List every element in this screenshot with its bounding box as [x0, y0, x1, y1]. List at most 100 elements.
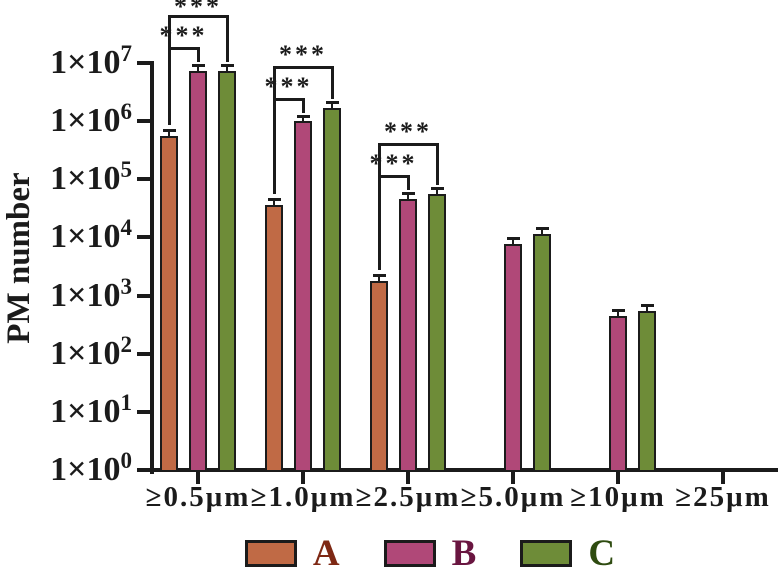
error-cap-C-0: [221, 64, 234, 68]
error-stem-B-4: [617, 309, 619, 316]
y-tick-mantissa: 1×10: [50, 334, 121, 372]
y-tick-mantissa: 1×10: [50, 44, 121, 81]
x-tick-4: [616, 470, 620, 484]
y-tick-label-1e2: 1×102: [12, 332, 132, 376]
error-stem-C-2: [436, 187, 438, 194]
y-tick-exponent: 5: [120, 157, 133, 183]
legend-label-C: C: [588, 533, 616, 574]
error-cap-B-0: [192, 63, 205, 67]
error-cap-C-4: [641, 303, 654, 307]
bar-B-0: [189, 70, 207, 472]
error-stem-C-3: [541, 228, 543, 234]
bar-C-3: [533, 233, 551, 472]
significance-stars-0-inner: ***: [159, 20, 208, 50]
legend-label-A: A: [312, 533, 340, 574]
error-stem-C-4: [646, 304, 648, 311]
error-cap-B-2: [402, 192, 415, 196]
y-tick-exponent: 7: [120, 41, 133, 66]
error-stem-B-3: [512, 237, 514, 244]
x-tick-5: [721, 470, 725, 484]
y-tick-label-1e5: 1×105: [12, 157, 132, 201]
error-stem-A-0: [168, 130, 170, 137]
error-cap-A-2: [373, 273, 386, 277]
bar-B-3: [504, 243, 522, 472]
legend-entry-B: B: [383, 533, 477, 574]
bar-C-1: [323, 107, 341, 472]
error-stem-B-1: [302, 115, 304, 122]
y-tick-1e1: [137, 409, 150, 414]
x-tick-0: [196, 470, 200, 484]
x-tick-label-3: ≥5.0μm: [460, 481, 566, 513]
sig-bracket-left-1: [273, 65, 276, 194]
y-tick-exponent: 1: [120, 389, 133, 415]
bar-B-4: [609, 315, 627, 472]
y-tick-exponent: 3: [120, 273, 133, 299]
significance-stars-2-inner: ***: [369, 149, 418, 179]
y-tick-exponent: 2: [120, 331, 133, 357]
significance-stars-1-outer: ***: [279, 39, 327, 69]
error-cap-B-4: [612, 308, 625, 312]
y-tick-label-1e0: 1×100: [12, 448, 132, 492]
legend-swatch-A: [244, 540, 297, 567]
sig-bracket-inner-h-1: [273, 97, 305, 101]
bar-A-2: [370, 280, 388, 472]
y-tick-label-1e7: 1×107: [12, 41, 132, 85]
sig-bracket-inner-h-0: [168, 46, 200, 50]
bar-B-1: [294, 121, 312, 472]
x-axis-line: [150, 468, 778, 472]
x-tick-label-1: ≥1.0μm: [250, 481, 356, 513]
y-tick-1e7: [137, 61, 150, 65]
sig-bracket-outer-h-1: [273, 65, 334, 69]
bar-A-1: [265, 205, 283, 472]
sig-bracket-inner-v-1: [302, 97, 305, 113]
legend-label-B: B: [451, 533, 477, 574]
x-tick-label-4: ≥10μm: [570, 481, 666, 513]
legend-entry-C: C: [520, 535, 615, 572]
error-cap-C-1: [326, 100, 339, 104]
y-tick-label-1e4: 1×104: [12, 215, 132, 259]
significance-stars-1-inner: ***: [264, 71, 313, 101]
y-tick-1e5: [137, 177, 150, 182]
y-tick-1e0: [137, 468, 150, 472]
sig-bracket-inner-v-0: [197, 46, 200, 62]
legend: A B C: [40, 535, 780, 572]
bar-C-2: [428, 193, 446, 472]
bar-C-0: [218, 71, 236, 472]
y-tick-1e3: [137, 293, 150, 298]
sig-bracket-left-2: [378, 143, 381, 270]
x-tick-3: [511, 470, 515, 484]
error-stem-A-2: [378, 274, 380, 281]
sig-bracket-outer-v-2: [436, 143, 439, 185]
y-tick-mantissa: 1×10: [50, 276, 121, 314]
bar-A-0: [160, 136, 178, 472]
y-tick-mantissa: 1×10: [50, 160, 121, 198]
sig-bracket-outer-v-1: [331, 65, 334, 99]
sig-bracket-inner-v-2: [407, 175, 410, 191]
x-tick-label-5: ≥25μm: [675, 481, 771, 513]
x-tick-2: [406, 470, 410, 484]
y-tick-label-1e1: 1×101: [12, 390, 132, 434]
y-tick-1e4: [137, 235, 150, 240]
x-tick-label-2: ≥2.5μm: [355, 481, 461, 513]
error-cap-B-1: [297, 114, 310, 118]
sig-bracket-left-0: [168, 14, 171, 126]
y-tick-label-1e3: 1×103: [12, 274, 132, 318]
y-tick-exponent: 0: [120, 448, 133, 473]
x-tick-1: [301, 470, 305, 484]
sig-bracket-outer-h-0: [168, 14, 229, 18]
y-tick-exponent: 4: [120, 215, 133, 241]
y-axis-line: [150, 61, 154, 474]
error-stem-B-2: [407, 193, 409, 199]
legend-swatch-B: [383, 540, 436, 567]
error-stem-C-0: [226, 65, 228, 72]
sig-bracket-outer-v-0: [226, 14, 229, 63]
legend-entry-A: A: [244, 533, 340, 574]
bar-B-2: [399, 198, 417, 472]
y-tick-1e6: [137, 119, 150, 124]
y-tick-label-1e6: 1×106: [12, 99, 132, 143]
error-cap-C-2: [431, 186, 444, 190]
y-tick-exponent: 6: [120, 99, 133, 125]
y-tick-mantissa: 1×10: [50, 218, 121, 256]
legend-swatch-C: [520, 540, 573, 567]
